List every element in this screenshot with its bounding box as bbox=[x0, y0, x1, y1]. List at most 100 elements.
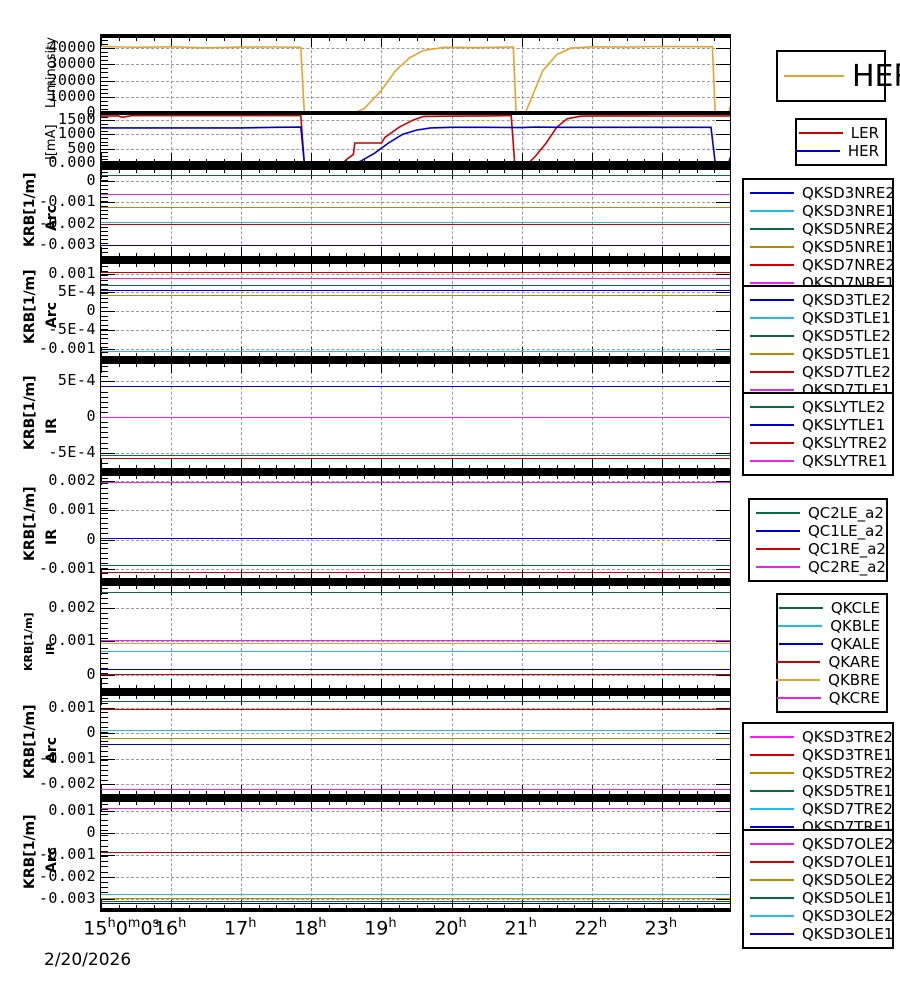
axis-tick-top bbox=[188, 693, 190, 699]
legend-qk[interactable]: QKCLE QKBLE QKALE QKARE QKBRE QKCRE bbox=[776, 593, 888, 713]
axis-tick-bottom bbox=[258, 791, 260, 797]
legend-qc[interactable]: QC2LE_a2 QC1LE_a2 QC1RE_a2 QC2RE_a2 bbox=[748, 498, 888, 582]
legend-entry[interactable]: QKARE bbox=[776, 653, 880, 671]
axis-tick-bottom bbox=[644, 465, 646, 471]
axis-tick-right bbox=[716, 134, 730, 136]
axis-tick-bottom bbox=[486, 905, 488, 911]
legend-entry[interactable]: QKSD3TRE1 bbox=[750, 746, 893, 764]
legend-entry[interactable]: QKBLE bbox=[778, 617, 880, 635]
legend-entry[interactable]: QKSD3TRE2 bbox=[750, 728, 893, 746]
axis-tick-bottom bbox=[398, 685, 400, 691]
legend-entry[interactable]: HER bbox=[795, 142, 879, 160]
legend-entry[interactable]: QKBRE bbox=[776, 671, 880, 689]
axis-tick-left-minor bbox=[101, 275, 108, 276]
axis-tick-left-minor bbox=[101, 779, 108, 781]
legend-entry[interactable]: QKSD5OLE2 bbox=[750, 871, 893, 889]
legend-entry[interactable]: QKCRE bbox=[776, 689, 880, 707]
legend-entry[interactable]: QKSLYTRE1 bbox=[750, 452, 887, 470]
legend-entry[interactable]: QKSD5TRE2 bbox=[750, 764, 893, 782]
axis-tick-bottom bbox=[363, 253, 365, 259]
legend-qksd-nre[interactable]: QKSD3NRE2 QKSD3NRE1 QKSD5NRE2 QKSD5NRE1 QKSD… bbox=[742, 178, 895, 298]
axis-tick-top bbox=[311, 799, 313, 811]
legend-entry[interactable]: QKSLYTRE2 bbox=[750, 434, 887, 452]
legend-entry[interactable]: HER bbox=[784, 56, 900, 96]
legend-entry[interactable]: QKSD7NRE2 bbox=[750, 256, 895, 274]
gridline-horizontal bbox=[101, 80, 730, 82]
axis-tick-left-minor bbox=[101, 108, 108, 110]
axis-tick-top bbox=[679, 261, 681, 267]
legend-entry[interactable]: QKSD5TLE1 bbox=[750, 345, 891, 363]
axis-tick-bottom bbox=[223, 791, 225, 797]
legend-entry[interactable]: QKSD3OLE2 bbox=[750, 907, 893, 925]
legend-entry[interactable]: QKSLYTLE2 bbox=[750, 398, 886, 416]
axis-tick-bottom bbox=[451, 899, 453, 911]
legend-qksd-ole[interactable]: QKSD7OLE2 QKSD7OLE1 QKSD5OLE2 QKSD5OLE1 QKSD… bbox=[742, 829, 894, 949]
axis-tick-bottom bbox=[661, 459, 663, 471]
legend-entry[interactable]: QKSD7OLE2 bbox=[750, 835, 893, 853]
panel-frame-bottom bbox=[101, 256, 730, 259]
y-tick-label: 5E-4 bbox=[57, 282, 96, 301]
legend-entry[interactable]: QKSD7OLE1 bbox=[750, 853, 893, 871]
legend-luminosity[interactable]: HER bbox=[776, 50, 900, 102]
axis-tick-top bbox=[434, 473, 436, 479]
y-axis-title-krb-arc-3: KRB[1/m] bbox=[22, 704, 38, 779]
legend-qkslyt[interactable]: QKSLYTLE2 QKSLYTLE1 QKSLYTRE2 QKSLYTRE1 bbox=[742, 392, 894, 476]
legend-entry[interactable]: QKSD5TLE2 bbox=[750, 327, 891, 345]
legend-entry[interactable]: QKSD3OLE1 bbox=[750, 925, 893, 943]
legend-entry[interactable]: QKSD5NRE2 bbox=[750, 220, 895, 238]
axis-tick-top bbox=[241, 693, 243, 705]
chart-panel-krb-arc-3 bbox=[100, 692, 731, 798]
axis-tick-left-minor bbox=[101, 315, 108, 317]
axis-tick-top bbox=[206, 799, 208, 805]
legend-entry[interactable]: QKSD5OLE1 bbox=[750, 889, 893, 907]
legend-entry[interactable]: QC2RE_a2 bbox=[756, 558, 886, 576]
legend-swatch-qksd3nre2 bbox=[750, 192, 794, 194]
axis-tick-bottom bbox=[416, 791, 418, 797]
legend-entry[interactable]: QKSD5NRE1 bbox=[750, 238, 895, 256]
trace-qksd3tre2 bbox=[101, 788, 730, 790]
legend-label: QKSD7NRE2 bbox=[802, 256, 895, 274]
axis-tick-bottom bbox=[696, 905, 698, 911]
legend-entry[interactable]: QKSD3TLE1 bbox=[750, 309, 891, 327]
axis-tick-left-minor bbox=[101, 447, 108, 449]
axis-tick-top bbox=[241, 261, 243, 273]
legend-entry[interactable]: QKSD3TLE2 bbox=[750, 291, 891, 309]
legend-entry[interactable]: QKSD3NRE1 bbox=[750, 202, 895, 220]
axis-tick-bottom bbox=[118, 353, 120, 359]
legend-label: QKSD5NRE1 bbox=[802, 238, 895, 256]
legend-entry[interactable]: QKSLYTLE1 bbox=[750, 416, 886, 434]
legend-entry[interactable]: QKSD7TLE2 bbox=[750, 363, 891, 381]
trace-qksd7tle2 bbox=[101, 272, 730, 273]
legend-current[interactable]: LER HER bbox=[795, 118, 887, 166]
axis-tick-bottom bbox=[609, 685, 611, 691]
legend-qksd-tle[interactable]: QKSD3TLE2 QKSD3TLE1 QKSD5TLE2 QKSD5TLE1 QKSD… bbox=[742, 285, 894, 405]
legend-entry[interactable]: LER bbox=[798, 124, 879, 142]
axis-tick-right bbox=[716, 292, 730, 294]
axis-tick-left-minor bbox=[101, 804, 108, 805]
axis-tick-top bbox=[136, 261, 138, 267]
legend-entry[interactable]: QKALE bbox=[778, 635, 880, 653]
trace-qksd3ole1 bbox=[101, 903, 730, 905]
legend-entry[interactable]: QC1RE_a2 bbox=[756, 540, 886, 558]
legend-entry[interactable]: QC1LE_a2 bbox=[756, 522, 884, 540]
axis-tick-bottom bbox=[293, 905, 295, 911]
legend-entry[interactable]: QKSD7TRE2 bbox=[750, 800, 893, 818]
gridline-horizontal bbox=[101, 48, 730, 50]
axis-tick-top bbox=[626, 583, 628, 589]
legend-entry[interactable]: QKCLE bbox=[778, 599, 880, 617]
gridline-horizontal bbox=[101, 854, 730, 856]
axis-tick-right bbox=[716, 641, 730, 643]
legend-qksd-tre[interactable]: QKSD3TRE2 QKSD3TRE1 QKSD5TRE2 QKSD5TRE1 QKSD… bbox=[742, 722, 894, 842]
axis-tick-bottom bbox=[381, 459, 383, 471]
legend-entry[interactable]: QC2LE_a2 bbox=[756, 504, 884, 522]
x-tick-label: 19h bbox=[364, 916, 397, 940]
legend-swatch-qksd7tre1 bbox=[750, 826, 794, 828]
y-axis-subtitle-krb-arc-4: Arc bbox=[44, 846, 60, 873]
axis-tick-top bbox=[363, 583, 365, 589]
legend-entry[interactable]: QKSD3NRE2 bbox=[750, 184, 895, 202]
legend-entry[interactable]: QKSD5TRE1 bbox=[750, 782, 893, 800]
axis-tick-left-minor bbox=[101, 468, 108, 469]
axis-tick-bottom bbox=[381, 569, 383, 581]
axis-tick-bottom bbox=[609, 353, 611, 359]
axis-tick-top bbox=[311, 693, 313, 705]
